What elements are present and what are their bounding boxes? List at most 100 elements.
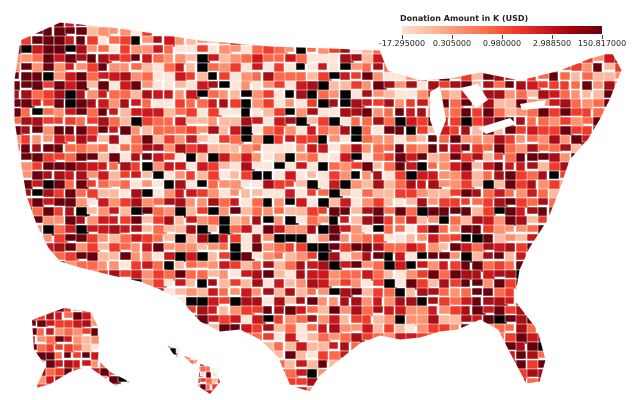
county-cell[interactable]	[20, 305, 31, 317]
county-cell[interactable]	[383, 260, 397, 271]
county-cell[interactable]	[211, 342, 220, 348]
county-cell[interactable]	[205, 347, 215, 356]
county-cell[interactable]	[211, 371, 219, 378]
county-cell[interactable]	[185, 296, 199, 307]
county-cell[interactable]	[339, 80, 353, 92]
county-cell[interactable]	[460, 296, 473, 306]
county-cell[interactable]	[10, 269, 25, 278]
county-cell[interactable]	[229, 341, 242, 352]
county-cell[interactable]	[471, 341, 482, 352]
county-cell[interactable]	[152, 152, 165, 163]
county-cell[interactable]	[130, 98, 142, 107]
county-cell[interactable]	[75, 386, 88, 398]
county-cell[interactable]	[603, 377, 617, 388]
county-cell[interactable]	[570, 206, 584, 215]
county-cell[interactable]	[42, 18, 57, 26]
county-cell[interactable]	[251, 359, 263, 368]
county-cell[interactable]	[175, 377, 181, 386]
county-cell[interactable]	[273, 242, 286, 254]
county-cell[interactable]	[317, 152, 329, 163]
county-cell[interactable]	[405, 287, 416, 298]
county-cell[interactable]	[284, 314, 297, 326]
county-cell[interactable]	[28, 304, 39, 315]
county-cell[interactable]	[207, 332, 218, 343]
county-cell[interactable]	[361, 251, 372, 263]
county-cell[interactable]	[416, 341, 427, 352]
county-cell[interactable]	[126, 311, 139, 320]
county-cell[interactable]	[537, 350, 549, 359]
county-cell[interactable]	[152, 377, 166, 388]
county-cell[interactable]	[28, 367, 36, 378]
county-cell[interactable]	[45, 343, 55, 354]
county-cell[interactable]	[251, 350, 264, 360]
county-cell[interactable]	[626, 252, 640, 261]
county-cell[interactable]	[471, 161, 483, 170]
county-cell[interactable]	[152, 179, 165, 188]
county-cell[interactable]	[493, 89, 506, 101]
county-cell[interactable]	[119, 368, 132, 378]
county-cell[interactable]	[31, 296, 44, 309]
county-cell[interactable]	[581, 350, 592, 362]
county-cell[interactable]	[86, 179, 97, 188]
county-cell[interactable]	[163, 386, 179, 397]
county-cell[interactable]	[108, 311, 118, 321]
county-cell[interactable]	[614, 134, 629, 145]
county-cell[interactable]	[614, 386, 627, 396]
county-cell[interactable]	[614, 152, 629, 162]
county-cell[interactable]	[53, 107, 65, 119]
county-cell[interactable]	[217, 347, 222, 356]
county-cell[interactable]	[20, 368, 32, 380]
county-cell[interactable]	[174, 116, 188, 127]
county-cell[interactable]	[626, 369, 635, 377]
county-cell[interactable]	[504, 377, 520, 390]
county-cell[interactable]	[427, 152, 440, 164]
county-cell[interactable]	[90, 343, 104, 351]
county-cell[interactable]	[20, 359, 34, 368]
county-cell[interactable]	[449, 161, 462, 173]
county-cell[interactable]	[20, 215, 36, 224]
county-cell[interactable]	[460, 314, 473, 323]
county-cell[interactable]	[196, 179, 208, 188]
county-cell[interactable]	[339, 35, 351, 45]
county-cell[interactable]	[211, 353, 221, 360]
county-cell[interactable]	[163, 278, 174, 287]
county-cell[interactable]	[295, 287, 308, 299]
county-cell[interactable]	[537, 296, 549, 306]
county-cell[interactable]	[130, 296, 141, 308]
county-cell[interactable]	[36, 383, 49, 391]
county-cell[interactable]	[581, 251, 595, 264]
county-cell[interactable]	[174, 386, 186, 394]
county-cell[interactable]	[262, 305, 273, 315]
county-cell[interactable]	[614, 305, 624, 314]
county-cell[interactable]	[99, 311, 109, 321]
county-cell[interactable]	[350, 35, 362, 44]
county-cell[interactable]	[394, 287, 406, 298]
county-cell[interactable]	[361, 368, 376, 377]
county-cell[interactable]	[119, 143, 131, 152]
county-cell[interactable]	[339, 161, 353, 173]
county-cell[interactable]	[152, 44, 164, 54]
county-cell[interactable]	[493, 359, 506, 368]
county-cell[interactable]	[482, 53, 494, 66]
county-cell[interactable]	[626, 189, 637, 198]
county-cell[interactable]	[119, 98, 130, 110]
county-cell[interactable]	[240, 215, 251, 226]
county-cell[interactable]	[460, 305, 471, 317]
county-cell[interactable]	[90, 319, 103, 327]
county-cell[interactable]	[383, 350, 396, 363]
county-cell[interactable]	[383, 80, 396, 89]
county-cell[interactable]	[614, 161, 625, 173]
county-cell[interactable]	[361, 152, 372, 164]
county-cell[interactable]	[416, 359, 430, 369]
county-cell[interactable]	[515, 377, 527, 390]
county-cell[interactable]	[570, 53, 584, 63]
county-cell[interactable]	[152, 350, 167, 361]
county-cell[interactable]	[185, 341, 199, 352]
county-cell[interactable]	[306, 197, 318, 209]
county-cell[interactable]	[163, 296, 174, 309]
county-cell[interactable]	[603, 278, 618, 291]
county-cell[interactable]	[273, 332, 284, 341]
county-cell[interactable]	[108, 125, 119, 134]
county-cell[interactable]	[119, 278, 131, 288]
county-cell[interactable]	[108, 278, 121, 288]
